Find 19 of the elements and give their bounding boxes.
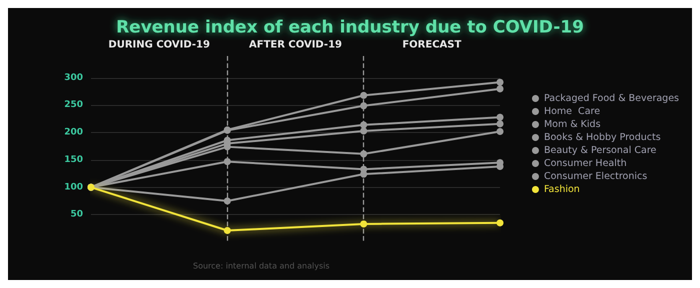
- y-tick-label: 250: [64, 100, 83, 110]
- source-note: Source: internal data and analysis: [193, 262, 330, 270]
- y-tick-label: 300: [64, 72, 83, 83]
- legend-label: Consumer Health: [544, 158, 627, 169]
- legend-label: Books & Hobby Products: [544, 132, 661, 143]
- text: FORECAST: [402, 40, 462, 50]
- legend-label: Packaged Food & Beverages: [544, 93, 680, 104]
- y-tick-label: 200: [64, 128, 83, 138]
- chart-title: Revenue index of each industry due to COVID-19: [116, 18, 584, 38]
- legend-label: Home Care: [544, 106, 600, 117]
- text: DURING COVID-19: [108, 40, 210, 50]
- legend-label: Beauty & Personal Care: [544, 145, 657, 156]
- legend-label: Mom & Kids: [544, 119, 601, 130]
- y-tick-label: 50: [70, 210, 83, 220]
- legend-label: Consumer Electronics: [544, 171, 648, 182]
- y-tick-label: 100: [64, 182, 83, 192]
- text: AFTER COVID-19: [249, 40, 342, 50]
- legend-label: Fashion: [544, 184, 580, 195]
- y-tick-label: 150: [64, 154, 83, 165]
